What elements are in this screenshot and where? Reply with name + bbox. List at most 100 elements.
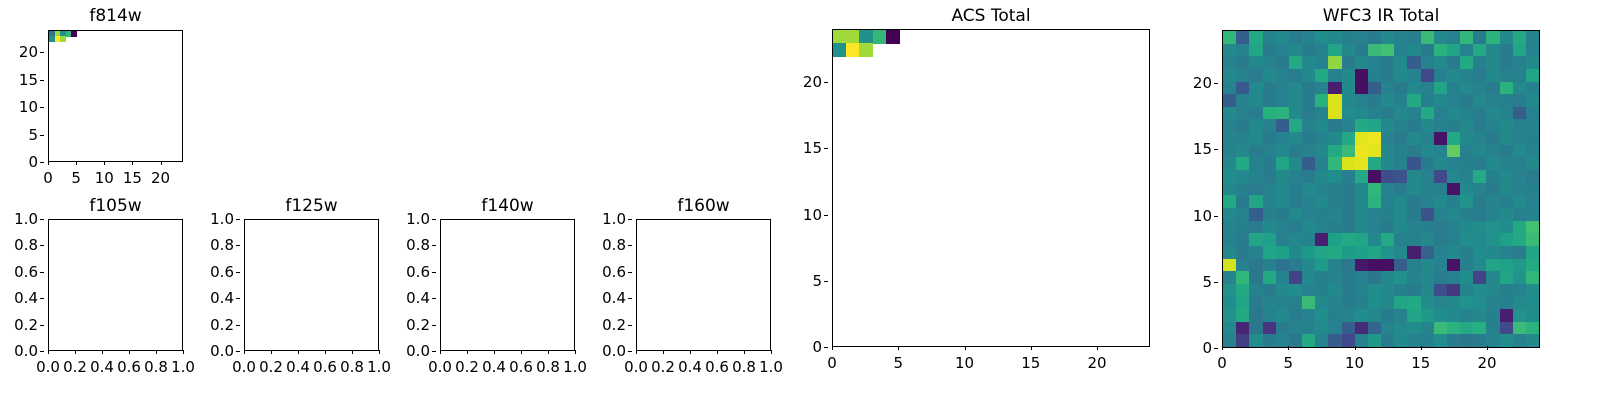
- heatmap-cell: [1315, 195, 1329, 208]
- heatmap-cell: [1249, 207, 1263, 221]
- heatmap-cell: [1486, 68, 1500, 82]
- heatmap-cell: [1223, 296, 1237, 310]
- heatmap-cell: [1473, 132, 1487, 145]
- heatmap-cell: [1486, 321, 1500, 335]
- plot-area-f125w[interactable]: [244, 219, 379, 351]
- x-tick-mark: [183, 350, 184, 354]
- heatmap-cell: [1433, 283, 1447, 297]
- heatmap-cell: [1288, 296, 1302, 310]
- heatmap-cell: [1473, 296, 1487, 310]
- plot-area-f160w[interactable]: [636, 219, 771, 351]
- x-tick-mark: [717, 350, 718, 354]
- x-tick-label: 0.2: [455, 358, 479, 376]
- heatmap-cell: [1315, 182, 1329, 196]
- heatmap-cell: [1433, 56, 1447, 69]
- heatmap-cell: [1525, 157, 1539, 171]
- heatmap-cell: [1354, 182, 1368, 196]
- heatmap-cell: [1381, 245, 1395, 259]
- heatmap-cell: [1420, 309, 1434, 322]
- heatmap-cell: [1315, 157, 1329, 171]
- heatmap-cell: [1473, 258, 1487, 272]
- plot-area-f105w[interactable]: [48, 219, 183, 351]
- heatmap-cell: [1328, 94, 1342, 107]
- heatmap-cell: [1473, 195, 1487, 208]
- heatmap-cell: [1499, 182, 1513, 196]
- heatmap-cell: [1288, 182, 1302, 196]
- heatmap-cell: [1433, 182, 1447, 196]
- heatmap-cell: [1381, 321, 1395, 335]
- heatmap-cell: [1433, 309, 1447, 322]
- heatmap-cell: [1407, 195, 1421, 208]
- heatmap-cell: [1236, 68, 1250, 82]
- heatmap-cell: [872, 30, 887, 44]
- heatmap-cell: [1236, 144, 1250, 158]
- x-tick-label: 10: [1344, 354, 1365, 372]
- heatmap-cell: [1473, 144, 1487, 158]
- panel-f814w: f814w 0 5 10 15 20 0 5 10 15 20: [0, 0, 200, 187]
- y-tick-mark: [1214, 149, 1218, 151]
- heatmap-cell: [1420, 81, 1434, 95]
- heatmap-cell: [1446, 56, 1460, 69]
- heatmap-cell: [1367, 309, 1381, 322]
- heatmap-cell: [1302, 119, 1316, 133]
- heatmap-cell: [1367, 271, 1381, 284]
- heatmap-cell: [1499, 220, 1513, 234]
- plot-area-f814w[interactable]: [48, 30, 183, 162]
- heatmap-cell: [1223, 258, 1237, 272]
- x-tick-label: 1.0: [563, 358, 587, 376]
- heatmap-cell: [1446, 220, 1460, 234]
- heatmap-cell: [1525, 220, 1539, 234]
- heatmap-cell: [1525, 94, 1539, 107]
- heatmap-cell: [1341, 283, 1355, 297]
- heatmap-cell: [1262, 258, 1276, 272]
- x-tick-label: 0: [1217, 354, 1227, 372]
- x-tick-mark: [76, 161, 78, 165]
- heatmap-cell: [1525, 56, 1539, 69]
- y-tick-mark: [1214, 215, 1218, 217]
- y-tick-label: 15: [18, 70, 38, 89]
- y-tick-label: 15: [1192, 140, 1212, 159]
- y-tick-mark: [432, 271, 436, 273]
- y-tick-label: 10: [802, 205, 822, 224]
- heatmap-cell: [1275, 220, 1289, 234]
- heatmap-cell: [1420, 170, 1434, 183]
- heatmap-cell: [1407, 296, 1421, 310]
- heatmap-cell: [1446, 233, 1460, 246]
- heatmap-cell: [1446, 31, 1460, 44]
- y-tick-label: 0.0: [602, 342, 626, 360]
- x-tick-mark: [75, 350, 76, 354]
- heatmap-cell: [1394, 31, 1408, 44]
- heatmap-cell: [1499, 334, 1513, 347]
- heatmap-cell: [1328, 207, 1342, 221]
- heatmap-cell: [1460, 182, 1474, 196]
- heatmap-cell: [1315, 106, 1329, 120]
- heatmap-cell: [1512, 170, 1526, 183]
- heatmap-cell: [1473, 81, 1487, 95]
- heatmap-cell: [1249, 144, 1263, 158]
- heatmap-cell: [1525, 233, 1539, 246]
- x-tick-label: 0.2: [63, 358, 87, 376]
- heatmap-cell: [49, 31, 55, 37]
- heatmap-cell: [1354, 132, 1368, 145]
- heatmap-cell: [1262, 81, 1276, 95]
- y-tick-label: 0.0: [210, 342, 234, 360]
- plot-area-acs-total[interactable]: [832, 29, 1150, 347]
- heatmap-cell: [1288, 309, 1302, 322]
- plot-area-f140w[interactable]: [440, 219, 575, 351]
- heatmap-cell: [1486, 144, 1500, 158]
- heatmap-cell: [1315, 68, 1329, 82]
- plot-area-wfc3-ir-total[interactable]: [1222, 30, 1540, 348]
- heatmap-cell: [1341, 43, 1355, 57]
- y-tick-label: 1.0: [406, 210, 430, 228]
- heatmap-cell: [1433, 245, 1447, 259]
- heatmap-cell: [1249, 245, 1263, 259]
- heatmap-cell: [1223, 144, 1237, 158]
- heatmap-cell: [1341, 271, 1355, 284]
- heatmap-cell: [1236, 233, 1250, 246]
- heatmap-cell: [1341, 233, 1355, 246]
- heatmap-cell: [1420, 182, 1434, 196]
- heatmap-cell: [1446, 157, 1460, 171]
- heatmap-cell: [1499, 68, 1513, 82]
- heatmap-cell: [1420, 68, 1434, 82]
- heatmap-cell: [1354, 258, 1368, 272]
